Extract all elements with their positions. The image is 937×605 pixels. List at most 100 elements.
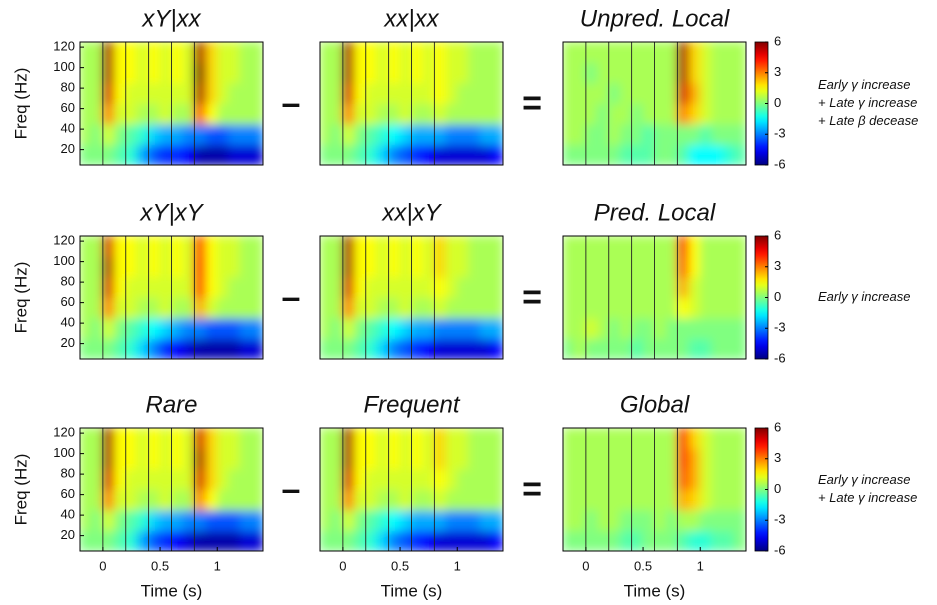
heatmap-cell [677, 318, 689, 340]
heatmap-cell [457, 510, 469, 532]
heatmap-cell [468, 338, 480, 360]
heatmap-cell [365, 62, 377, 84]
heatmap-cell [468, 428, 480, 450]
heatmap-cell [574, 62, 586, 84]
heatmap-cell [620, 277, 632, 299]
heatmap-cell [148, 236, 160, 258]
heatmap-cell [445, 428, 457, 450]
heatmap-cell [148, 103, 160, 125]
heatmap-cell [205, 510, 217, 532]
heatmap-cell [563, 103, 575, 125]
heatmap-cell [342, 124, 354, 146]
heatmap-cell [80, 318, 92, 340]
heatmap-cell [411, 469, 423, 491]
heatmap-cell [665, 448, 677, 470]
heatmap-cell [468, 124, 480, 146]
annotation: Early γ increase [818, 77, 910, 92]
heatmap-cell [137, 236, 149, 258]
heatmap-cell [585, 42, 597, 64]
heatmap-cell [422, 83, 434, 105]
heatmap-cell [102, 297, 114, 319]
heatmap-cell [411, 83, 423, 105]
heatmap-cell [643, 530, 655, 552]
heatmap-cell [688, 530, 700, 552]
heatmap-cell [365, 144, 377, 166]
heatmap-cell [457, 103, 469, 125]
heatmap-cell [354, 530, 366, 552]
heatmap-cell [194, 62, 206, 84]
heatmap-cell [411, 62, 423, 84]
heatmap-cell [331, 318, 343, 340]
heatmap-cell [434, 318, 446, 340]
heatmap-cell [734, 62, 746, 84]
heatmap-cell [608, 103, 620, 125]
heatmap-cell [388, 448, 400, 470]
heatmap-cell [457, 318, 469, 340]
heatmap-cell [377, 124, 389, 146]
heatmap-cell [160, 489, 172, 511]
heatmap-cell [457, 83, 469, 105]
heatmap-cell [217, 448, 229, 470]
heatmap-cell [608, 236, 620, 258]
heatmap-cell [80, 338, 92, 360]
heatmap-cell [125, 318, 137, 340]
heatmap-cell [585, 277, 597, 299]
heatmap-cell [251, 277, 263, 299]
heatmap-cell [574, 489, 586, 511]
heatmap-cell [240, 83, 252, 105]
heatmap-cell [711, 428, 723, 450]
heatmap-cell [80, 42, 92, 64]
heatmap-cell [148, 297, 160, 319]
heatmap-cell [457, 338, 469, 360]
heatmap-cell [723, 489, 735, 511]
heatmap-cell [422, 338, 434, 360]
heatmap-cell [700, 448, 712, 470]
heatmap-cell [457, 256, 469, 278]
heatmap-cell [377, 256, 389, 278]
heatmap-cell [434, 338, 446, 360]
heatmap-cell [563, 530, 575, 552]
heatmap-cell [654, 469, 666, 491]
heatmap-cell [388, 42, 400, 64]
x-tick-label: 0 [582, 558, 589, 573]
heatmap-cell [563, 256, 575, 278]
heatmap-cell [365, 448, 377, 470]
heatmap-cell [377, 297, 389, 319]
heatmap-cell [723, 277, 735, 299]
heatmap-cell [677, 144, 689, 166]
heatmap-cell [102, 277, 114, 299]
heatmap-cell [480, 448, 492, 470]
heatmap-cell [608, 42, 620, 64]
heatmap-cell [654, 338, 666, 360]
heatmap-cell [700, 530, 712, 552]
heatmap-cell [480, 318, 492, 340]
y-tick-label: 40 [61, 507, 75, 522]
heatmap-cell [620, 42, 632, 64]
heatmap-cell [354, 83, 366, 105]
heatmap-cell [182, 530, 194, 552]
heatmap-cell [160, 103, 172, 125]
heatmap-cell [445, 338, 457, 360]
panel-title: xx|xY [381, 199, 442, 226]
minus-operator: – [282, 470, 301, 508]
heatmap-cell [194, 297, 206, 319]
heatmap-cell [445, 124, 457, 146]
heatmap-cell [205, 489, 217, 511]
heatmap-cell [171, 83, 183, 105]
heatmap-cell [574, 236, 586, 258]
heatmap-cell [468, 530, 480, 552]
heatmap-cell [388, 530, 400, 552]
heatmap-cell [563, 83, 575, 105]
heatmap-cell [411, 489, 423, 511]
heatmap-cell [457, 448, 469, 470]
heatmap-cell [654, 428, 666, 450]
heatmap-cell [480, 297, 492, 319]
heatmap-cell [491, 338, 503, 360]
heatmap-cell [102, 489, 114, 511]
heatmap-cell [665, 236, 677, 258]
y-tick-label: 100 [53, 445, 75, 460]
heatmap-cell [597, 510, 609, 532]
heatmap-cell [700, 510, 712, 532]
heatmap-cell [137, 62, 149, 84]
heatmap-cell [171, 428, 183, 450]
